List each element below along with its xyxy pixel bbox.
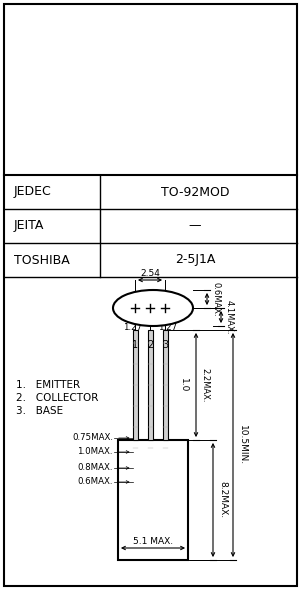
Text: 2.2MAX.: 2.2MAX. — [200, 368, 209, 402]
Text: 2.   COLLECTOR: 2. COLLECTOR — [16, 393, 98, 403]
Text: 1.27: 1.27 — [158, 323, 177, 332]
Text: TO-92MOD: TO-92MOD — [161, 185, 229, 198]
Text: 1.27: 1.27 — [123, 323, 142, 332]
Ellipse shape — [113, 290, 193, 326]
Text: 0.6MAX.: 0.6MAX. — [77, 477, 113, 487]
Text: TOSHIBA: TOSHIBA — [14, 254, 70, 267]
Text: 0.6MAX.: 0.6MAX. — [211, 281, 220, 316]
Bar — [147, 330, 153, 440]
Bar — [118, 440, 188, 560]
Text: 2.54: 2.54 — [140, 268, 160, 277]
Text: 3: 3 — [162, 340, 168, 350]
Text: —: — — [189, 219, 201, 232]
Text: 0.75MAX.: 0.75MAX. — [72, 434, 113, 442]
Bar — [132, 330, 138, 440]
Text: 5.1 MAX.: 5.1 MAX. — [133, 536, 173, 546]
Bar — [163, 330, 167, 440]
Text: 8.2MAX.: 8.2MAX. — [218, 481, 227, 519]
Text: 10.5MIN.: 10.5MIN. — [238, 425, 247, 465]
Text: 0.8MAX.: 0.8MAX. — [77, 464, 113, 473]
Text: 1.0MAX.: 1.0MAX. — [77, 447, 113, 457]
Text: 1.0: 1.0 — [179, 378, 188, 392]
Text: 1: 1 — [132, 340, 138, 350]
Text: JEITA: JEITA — [14, 219, 44, 232]
Text: JEDEC: JEDEC — [14, 185, 52, 198]
Text: 2: 2 — [147, 340, 153, 350]
Text: 4.1MAX.: 4.1MAX. — [225, 300, 234, 335]
Text: 1.   EMITTER: 1. EMITTER — [16, 380, 80, 390]
Text: 2-5J1A: 2-5J1A — [175, 254, 215, 267]
Text: 3.   BASE: 3. BASE — [16, 406, 63, 416]
